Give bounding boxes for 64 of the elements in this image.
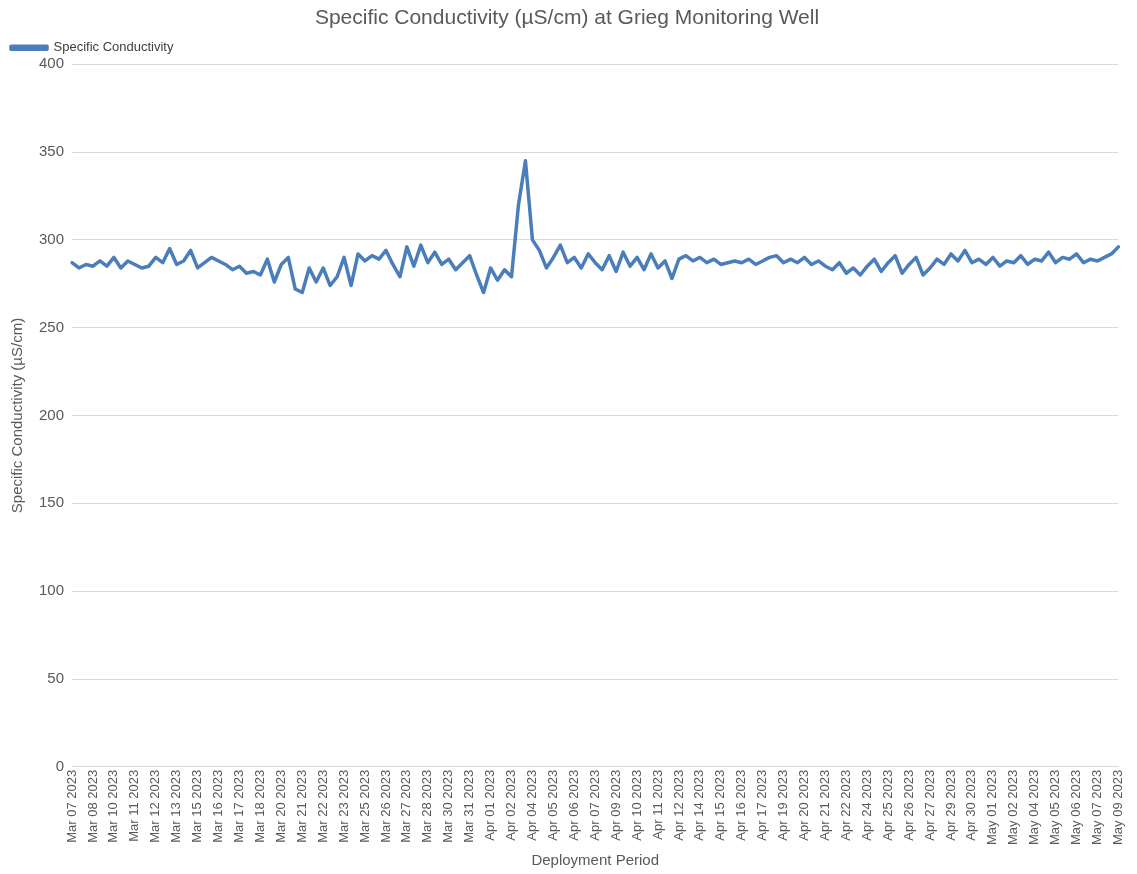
x-tick-label: May 09 2023 (1109, 769, 1125, 846)
x-tick-label: Apr 04 2023 (524, 769, 540, 841)
x-tick-label: Mar 20 2023 (272, 769, 288, 843)
x-tick-label: Apr 09 2023 (607, 769, 623, 841)
x-tick-label: May 02 2023 (1005, 769, 1021, 846)
x-tick-label: Apr 26 2023 (900, 769, 916, 841)
x-tick-label: Apr 21 2023 (816, 769, 832, 841)
x-tick-label: Apr 17 2023 (754, 769, 770, 841)
y-tick-label: 200 (39, 405, 65, 423)
x-tick-label: Mar 28 2023 (419, 769, 435, 843)
chart-title: Specific Conductivity (µS/cm) at Grieg Monitoring Well (314, 5, 820, 29)
x-tick-label: Apr 27 2023 (921, 769, 937, 841)
x-tick-label: Apr 19 2023 (775, 769, 791, 841)
x-tick-label: Mar 15 2023 (189, 769, 205, 843)
x-tick-label: Mar 27 2023 (398, 769, 414, 843)
x-tick-label: Apr 11 2023 (649, 769, 665, 840)
x-tick-label: Mar 23 2023 (335, 769, 351, 843)
x-tick-label: Mar 30 2023 (440, 769, 456, 843)
x-tick-label: Apr 02 2023 (503, 769, 519, 841)
x-tick-label: Mar 13 2023 (168, 769, 184, 843)
x-tick-label: May 05 2023 (1047, 769, 1063, 846)
x-tick-label: Mar 31 2023 (461, 769, 477, 843)
x-tick-label: Mar 12 2023 (147, 769, 163, 843)
x-tick-label: May 04 2023 (1026, 769, 1042, 846)
x-tick-label: Mar 25 2023 (356, 769, 372, 843)
y-tick-label: 0 (55, 756, 65, 774)
x-tick-label: Apr 20 2023 (796, 769, 812, 841)
x-tick-label: Mar 11 2023 (126, 769, 142, 842)
x-tick-label: Mar 22 2023 (314, 769, 330, 843)
x-tick-label: Mar 17 2023 (231, 769, 247, 843)
y-tick-label: 100 (39, 581, 65, 599)
x-tick-label: Apr 06 2023 (565, 769, 581, 841)
x-tick-label: Apr 15 2023 (712, 769, 728, 841)
x-tick-label: May 06 2023 (1068, 769, 1084, 846)
x-tick-label: Apr 22 2023 (837, 769, 853, 841)
x-tick-label: Apr 01 2023 (482, 769, 498, 841)
y-tick-label: 300 (39, 230, 65, 247)
x-tick-label: Apr 12 2023 (670, 769, 686, 841)
y-tick-label: 350 (39, 142, 65, 160)
y-tick-label: 250 (39, 317, 65, 335)
x-tick-label: Apr 29 2023 (942, 769, 958, 841)
x-tick-label: Mar 21 2023 (293, 769, 309, 843)
x-tick-label: May 01 2023 (984, 769, 1000, 846)
x-tick-label: Apr 30 2023 (963, 769, 979, 841)
x-tick-label: Mar 16 2023 (210, 769, 226, 843)
x-tick-label: Apr 05 2023 (544, 769, 560, 841)
x-tick-label: Apr 24 2023 (858, 769, 874, 841)
x-tick-label: Apr 16 2023 (733, 769, 749, 841)
legend-label: Specific Conductivity (53, 39, 174, 55)
x-tick-label: Apr 07 2023 (586, 769, 602, 841)
x-tick-label: Apr 25 2023 (879, 769, 895, 841)
x-tick-label: Apr 10 2023 (628, 769, 644, 841)
y-tick-label: 400 (39, 54, 65, 72)
y-axis-title: Specific Conductivity (µS/cm) (8, 317, 26, 514)
y-tick-label: 150 (39, 493, 65, 511)
x-tick-label: Mar 18 2023 (251, 769, 267, 843)
x-axis-title: Deployment Period (531, 851, 659, 869)
x-tick-label: Mar 10 2023 (105, 769, 121, 843)
y-tick-label: 50 (47, 669, 65, 687)
x-tick-label: Mar 07 2023 (63, 769, 79, 843)
x-tick-label: Apr 14 2023 (691, 769, 707, 841)
x-tick-label: May 07 2023 (1089, 769, 1105, 846)
x-tick-label: Mar 26 2023 (377, 769, 393, 843)
x-tick-label: Mar 08 2023 (84, 769, 100, 843)
